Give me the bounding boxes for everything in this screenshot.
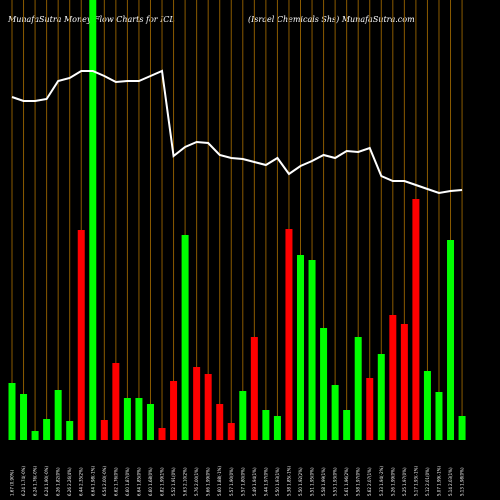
x-tick-label: 6.62 1.76(0%) [113,467,118,496]
x-tick-label: 6.64 1.98(-1%) [90,466,95,496]
x-tick-label: 5.58 1.99(1%) [321,467,326,496]
x-tick-label: 5.62 2.07(1%) [367,467,372,496]
x-tick-label: 5.38 1.85(-1%) [286,466,291,496]
bar [435,392,443,440]
bar [262,410,270,440]
bar [447,240,455,440]
bar [89,0,97,440]
bar [158,428,166,440]
x-tick-label: 5.49 1.94(1%) [252,467,257,496]
x-tick-label: 5.50 1.92(2%) [298,467,303,496]
bar [170,381,178,440]
x-tick-label: 5.76 2.00(1%) [194,467,199,496]
chart-subtitle: (Israel Chemicals Shs) MunafaSutra.com [248,15,415,24]
bar [239,391,247,440]
x-tick-label: 5.53 1.93(0%) [333,467,338,496]
bar [112,363,120,440]
bar [250,337,258,440]
x-tick-label: 5.13 1.98(0%) [460,467,465,496]
x-tick-label: 6.26 2.26(4%) [67,467,72,496]
x-tick-label: 5.14 2.03(1%) [448,467,453,496]
bar [8,383,16,440]
x-tick-label: 6.60 1.68(0%) [148,467,153,496]
bar [100,420,108,440]
bar [66,421,74,440]
x-tick-label: 5.63 2.10(2%) [183,467,188,496]
x-tick-label: 5.60 1.88(-1%) [217,466,222,496]
price-line [11,69,463,195]
x-tick-label: 6.54 2.00(-0%) [102,466,107,496]
bar [343,410,351,440]
bar [273,416,281,440]
x-tick-label: 5.12 2.01(0%) [425,467,430,496]
bar [181,235,189,440]
x-tick-label: 5.44 1.97(0%) [263,467,268,496]
bar [458,416,466,440]
bar [308,260,316,440]
bar [54,390,62,440]
x-tick-label: 6.24 1.74(-0%) [21,466,26,496]
x-tick-label: 5.25 1.97(0%) [402,467,407,496]
bar [366,378,374,440]
x-tick-label: 1.67 (0.90%) [10,470,15,496]
x-tick-label: 5.58 1.97(0%) [356,467,361,496]
bar [227,423,235,440]
x-tick-label: 5.51 1.95(0%) [310,467,315,496]
bar [77,230,85,440]
x-tick-label: 5.26 1.99(0%) [390,467,395,496]
x-tick-label: 5.52 1.91(0%) [171,467,176,496]
x-tick-label: 5.50 1.93(1%) [275,467,280,496]
bar [297,255,304,440]
x-tick-label: 5.66 1.99(0%) [206,467,211,496]
x-tick-label: 5.57 1.90(0%) [229,467,234,496]
bar [354,337,362,440]
bar [31,431,39,440]
x-tick-label: 5.33 1.94(-2%) [379,466,384,496]
bar [204,374,212,440]
bar [193,367,201,440]
x-tick-label: 6.26 1.82(0%) [56,467,61,496]
x-tick-label: 6.64 1.85(0%) [136,467,141,496]
bar [43,419,51,440]
bar [216,404,224,440]
x-tick-label: 6.44 2.35(2%) [79,467,84,496]
x-tick-label: 5.61 1.96(2%) [344,467,349,496]
bar [377,354,385,440]
bar [123,398,131,440]
bar [423,371,431,440]
x-tick-label: 6.24 1.90(-0%) [44,466,49,496]
bar [331,385,339,440]
x-tick-label: 5.57 1.80(0%) [240,467,245,496]
bar [135,398,143,440]
bar [285,229,293,440]
bar [389,315,397,440]
bar [412,199,420,440]
bar [20,394,28,440]
x-tick-label: 5.07 1.99(-1%) [436,466,441,496]
x-tick-label: 6.60 1.87(0%) [125,467,130,496]
x-tick-label: 5.17 1.93(-1%) [413,466,418,496]
bar [400,324,408,440]
bar [146,404,154,440]
x-tick-label: 6.82 1.99(1%) [160,467,165,496]
bar [320,328,328,440]
x-tick-label: 6.24 1.76(-0%) [33,466,38,496]
